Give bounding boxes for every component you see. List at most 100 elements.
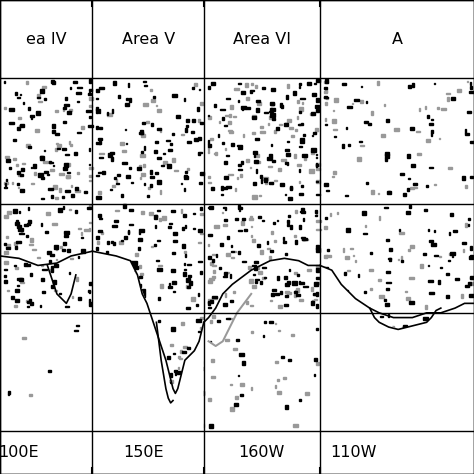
- Bar: [116, 210, 119, 211]
- Bar: [237, 177, 238, 179]
- Bar: [285, 291, 289, 293]
- Bar: [246, 97, 249, 100]
- Bar: [174, 170, 178, 172]
- Bar: [249, 279, 254, 283]
- Bar: [447, 273, 449, 275]
- Bar: [386, 282, 391, 283]
- Bar: [6, 179, 7, 181]
- Bar: [37, 94, 40, 98]
- Bar: [327, 412, 330, 415]
- Bar: [387, 191, 391, 194]
- Bar: [300, 399, 301, 401]
- Bar: [429, 240, 433, 242]
- Bar: [307, 270, 311, 271]
- Bar: [257, 102, 261, 105]
- Bar: [5, 156, 9, 158]
- Bar: [274, 362, 278, 363]
- Bar: [342, 83, 346, 85]
- Bar: [113, 81, 116, 85]
- Bar: [365, 121, 367, 123]
- Bar: [71, 194, 74, 197]
- Bar: [56, 259, 57, 260]
- Bar: [278, 168, 281, 171]
- Bar: [169, 283, 170, 285]
- Bar: [255, 279, 259, 281]
- Bar: [294, 129, 297, 131]
- Bar: [256, 161, 260, 164]
- Bar: [77, 132, 82, 134]
- Bar: [88, 125, 93, 127]
- Bar: [208, 145, 211, 147]
- Bar: [96, 237, 99, 239]
- Bar: [142, 122, 145, 124]
- Bar: [316, 109, 319, 112]
- Bar: [209, 278, 214, 281]
- Bar: [281, 105, 283, 108]
- Bar: [76, 92, 81, 94]
- Bar: [126, 175, 130, 178]
- Bar: [89, 291, 90, 293]
- Bar: [314, 358, 318, 361]
- Bar: [19, 189, 24, 192]
- Bar: [89, 174, 92, 177]
- Bar: [368, 123, 371, 125]
- Bar: [369, 383, 374, 386]
- Bar: [18, 117, 21, 119]
- Bar: [325, 102, 327, 105]
- Bar: [51, 268, 53, 272]
- Bar: [256, 109, 259, 112]
- Bar: [140, 273, 143, 274]
- Bar: [182, 351, 186, 353]
- Bar: [200, 327, 203, 329]
- Bar: [241, 106, 246, 109]
- Bar: [228, 121, 231, 124]
- Bar: [274, 130, 276, 133]
- Bar: [172, 158, 175, 162]
- Bar: [283, 377, 285, 379]
- Bar: [269, 182, 273, 183]
- Bar: [126, 143, 127, 144]
- Bar: [272, 160, 275, 162]
- Bar: [54, 280, 56, 284]
- Bar: [41, 177, 44, 180]
- Bar: [288, 197, 292, 200]
- Bar: [365, 225, 366, 227]
- Bar: [301, 211, 305, 213]
- Bar: [342, 363, 343, 365]
- Bar: [140, 130, 143, 134]
- Bar: [316, 248, 320, 252]
- Bar: [365, 291, 366, 292]
- Bar: [405, 394, 410, 397]
- Bar: [235, 396, 238, 399]
- Bar: [381, 134, 385, 137]
- Bar: [89, 180, 91, 181]
- Bar: [4, 244, 6, 245]
- Bar: [316, 213, 317, 215]
- Bar: [316, 220, 321, 222]
- Bar: [212, 254, 215, 255]
- Bar: [138, 232, 140, 234]
- Bar: [290, 187, 292, 190]
- Bar: [147, 195, 149, 197]
- Bar: [213, 270, 215, 273]
- Bar: [126, 99, 128, 100]
- Bar: [252, 195, 256, 199]
- Bar: [30, 115, 34, 117]
- Bar: [367, 346, 372, 349]
- Bar: [100, 87, 104, 89]
- Bar: [57, 144, 61, 146]
- Bar: [217, 320, 220, 322]
- Bar: [225, 293, 226, 297]
- Bar: [267, 247, 270, 249]
- Bar: [345, 195, 348, 196]
- Bar: [424, 209, 428, 211]
- Bar: [208, 244, 209, 246]
- Bar: [88, 291, 90, 292]
- Bar: [362, 326, 365, 328]
- Bar: [157, 369, 162, 371]
- Bar: [65, 154, 69, 155]
- Bar: [252, 83, 253, 85]
- Bar: [301, 211, 303, 212]
- Bar: [62, 147, 66, 150]
- Bar: [168, 226, 172, 228]
